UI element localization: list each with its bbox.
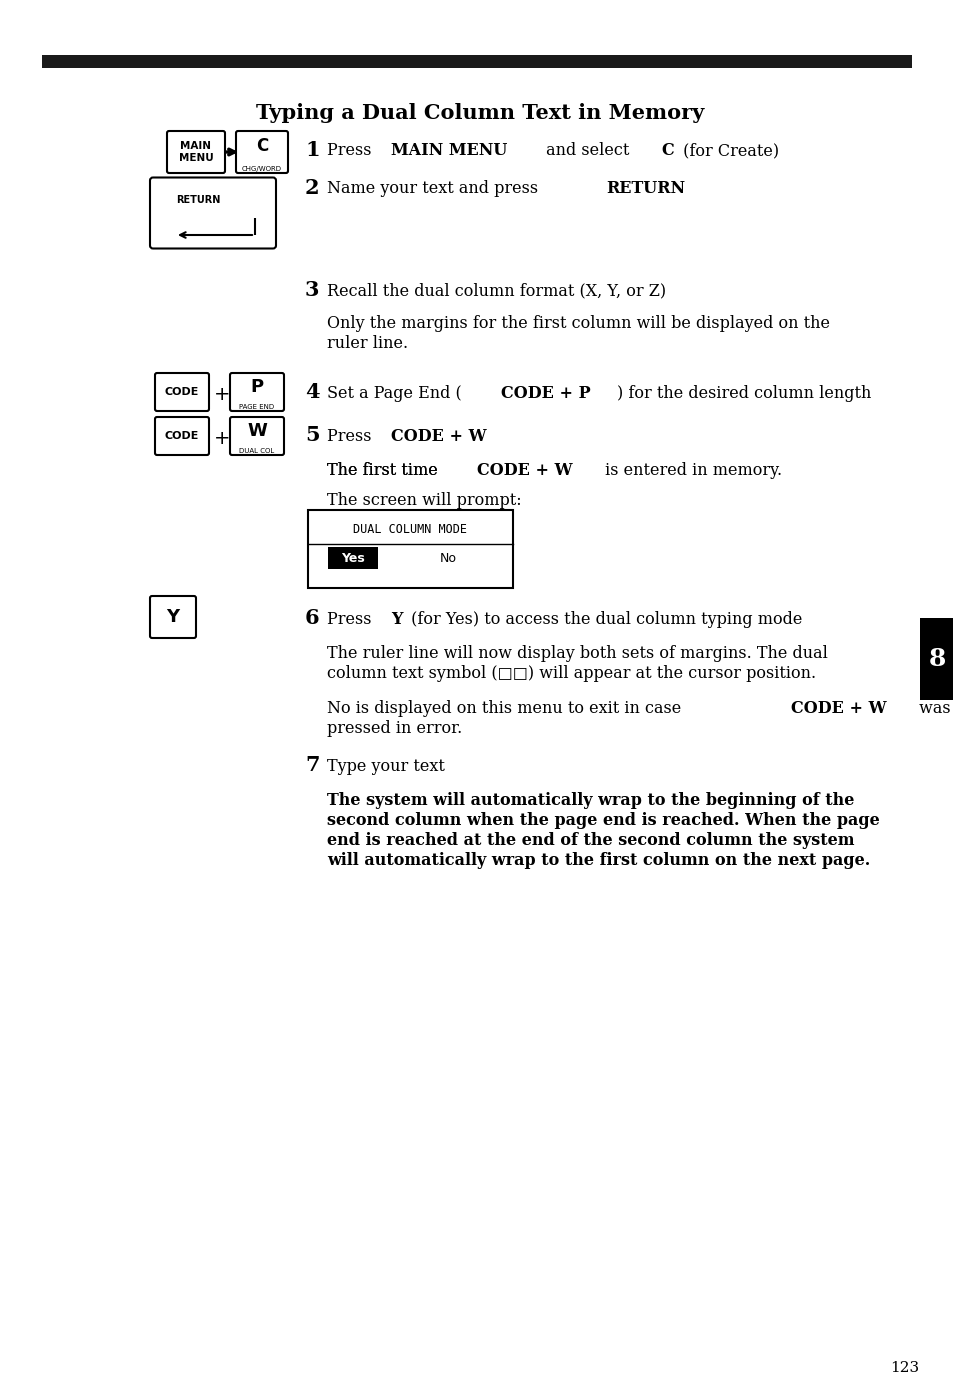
Text: Only the margins for the first column will be displayed on the: Only the margins for the first column wi… — [327, 315, 829, 332]
Text: CODE: CODE — [165, 432, 199, 441]
Text: second column when the page end is reached. When the page: second column when the page end is reach… — [327, 812, 879, 829]
Text: RETURN: RETURN — [175, 194, 220, 205]
Text: No is displayed on this menu to exit in case: No is displayed on this menu to exit in … — [327, 700, 685, 718]
Text: W: W — [247, 422, 267, 440]
Text: DUAL COLUMN MODE: DUAL COLUMN MODE — [354, 522, 467, 536]
Text: pressed in error.: pressed in error. — [327, 720, 462, 737]
Text: (for Yes) to access the dual column typing mode: (for Yes) to access the dual column typi… — [405, 611, 801, 627]
Text: 1: 1 — [305, 140, 319, 160]
Text: 2: 2 — [305, 178, 319, 198]
Bar — [919, 618, 953, 700]
Text: Press: Press — [327, 611, 376, 627]
Text: was: was — [913, 700, 950, 718]
Text: CODE + W: CODE + W — [391, 428, 486, 446]
Text: C: C — [661, 142, 674, 160]
Text: MAIN MENU: MAIN MENU — [391, 142, 507, 160]
Text: 8: 8 — [927, 647, 944, 670]
Text: CODE + W: CODE + W — [790, 700, 885, 718]
Text: Set a Page End (: Set a Page End ( — [327, 384, 461, 403]
Bar — [308, 509, 513, 589]
FancyBboxPatch shape — [154, 416, 209, 455]
Text: C: C — [255, 137, 268, 155]
FancyBboxPatch shape — [150, 178, 275, 248]
Text: DUAL COL: DUAL COL — [239, 448, 274, 454]
Text: Name your text and press: Name your text and press — [327, 180, 542, 197]
Bar — [42, 56, 911, 68]
Text: +: + — [213, 384, 230, 404]
Text: CODE + P: CODE + P — [500, 384, 590, 403]
Text: is entered in memory.: is entered in memory. — [599, 462, 781, 479]
FancyBboxPatch shape — [150, 595, 195, 638]
FancyBboxPatch shape — [230, 416, 284, 455]
Text: RETURN: RETURN — [605, 180, 684, 197]
Text: The first time: The first time — [327, 462, 442, 479]
Text: Y: Y — [391, 611, 402, 627]
Text: The screen will prompt:: The screen will prompt: — [327, 491, 521, 509]
Text: Typing a Dual Column Text in Memory: Typing a Dual Column Text in Memory — [255, 103, 703, 124]
Text: 123: 123 — [889, 1362, 919, 1376]
FancyBboxPatch shape — [230, 373, 284, 411]
Text: column text symbol (□□) will appear at the cursor position.: column text symbol (□□) will appear at t… — [327, 665, 815, 682]
Text: The ruler line will now display both sets of margins. The dual: The ruler line will now display both set… — [327, 645, 827, 662]
Text: CHG/WORD: CHG/WORD — [242, 167, 282, 172]
Text: Yes: Yes — [341, 551, 364, 565]
Text: and select: and select — [540, 142, 634, 160]
Text: MAIN
MENU: MAIN MENU — [178, 142, 213, 162]
Text: Press: Press — [327, 142, 376, 160]
Text: The first time: The first time — [327, 462, 442, 479]
Text: 6: 6 — [305, 608, 319, 627]
Text: ) for the desired column length: ) for the desired column length — [616, 384, 870, 403]
Bar — [328, 547, 377, 569]
FancyBboxPatch shape — [167, 130, 225, 174]
Text: Y: Y — [166, 608, 179, 626]
Text: No: No — [439, 551, 456, 565]
FancyBboxPatch shape — [235, 130, 288, 174]
Text: ruler line.: ruler line. — [327, 335, 408, 353]
Text: P: P — [251, 378, 263, 396]
Text: CODE + W: CODE + W — [476, 462, 572, 479]
Text: end is reached at the end of the second column the system: end is reached at the end of the second … — [327, 831, 854, 849]
Text: 7: 7 — [305, 755, 319, 775]
Text: The system will automatically wrap to the beginning of the: The system will automatically wrap to th… — [327, 793, 854, 809]
Text: Recall the dual column format (X, Y, or Z): Recall the dual column format (X, Y, or … — [327, 282, 665, 298]
FancyBboxPatch shape — [154, 373, 209, 411]
Text: Type your text: Type your text — [327, 758, 444, 775]
Text: 3: 3 — [305, 280, 319, 300]
Text: PAGE END: PAGE END — [239, 404, 274, 409]
Text: CODE: CODE — [165, 387, 199, 397]
Text: 4: 4 — [305, 382, 319, 403]
Text: 5: 5 — [305, 425, 319, 446]
Text: +: + — [213, 429, 230, 447]
Text: Press: Press — [327, 428, 376, 446]
Text: will automatically wrap to the first column on the next page.: will automatically wrap to the first col… — [327, 852, 869, 869]
Text: (for Create): (for Create) — [678, 142, 779, 160]
